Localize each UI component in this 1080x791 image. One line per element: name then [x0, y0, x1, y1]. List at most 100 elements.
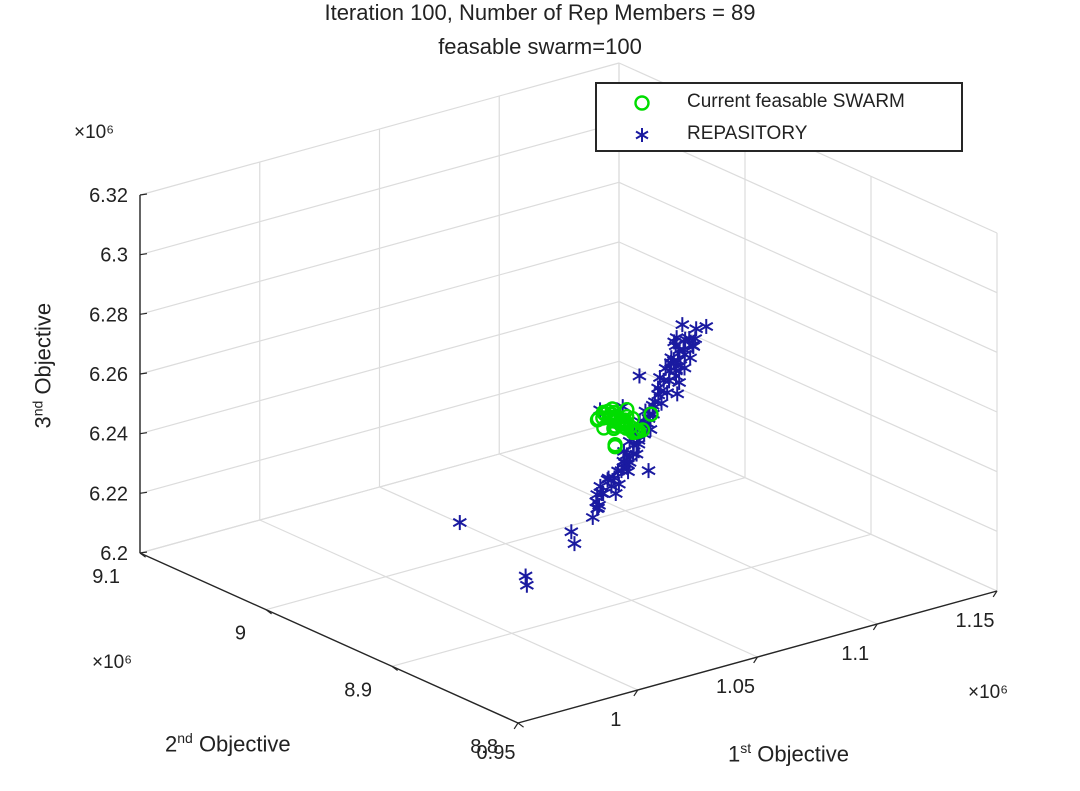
x-tick-label: 1.05 [716, 676, 755, 698]
grid-line [139, 420, 620, 554]
repository-point [686, 339, 701, 354]
y-tick [517, 722, 524, 728]
grid-line [379, 486, 758, 658]
x-tick [753, 656, 759, 664]
x-tick-label: 1.15 [956, 610, 995, 632]
grid-line [618, 181, 998, 353]
z-tick [139, 253, 148, 256]
axes-panes [140, 63, 997, 723]
z-tick [139, 551, 148, 554]
z-tick [139, 193, 148, 196]
y-tick [265, 609, 272, 615]
grid-line [139, 360, 620, 494]
circle-marker-icon [627, 90, 657, 116]
swarm-point [607, 418, 623, 434]
repository-point [641, 463, 656, 479]
repository-point [689, 321, 704, 337]
z-tick-label: 6.22 [89, 483, 128, 505]
y-tick-label: 8.8 [470, 736, 498, 758]
repository-point [611, 476, 626, 492]
repository-point [653, 383, 668, 399]
legend-entry-repository: REPASITORY [597, 120, 961, 150]
z-tick-label: 6.24 [89, 424, 128, 446]
x-tick [513, 722, 519, 730]
grid-line [139, 241, 620, 375]
repository-point [590, 487, 605, 503]
repository-point [518, 568, 533, 584]
grid-line [265, 477, 746, 611]
repository-point [591, 500, 606, 516]
repository-point [567, 536, 582, 552]
grid-line [139, 122, 620, 256]
grid-line [618, 360, 998, 532]
z-tick [139, 312, 148, 315]
repository-point [519, 577, 534, 593]
z-multiplier: ×10⁶ [74, 122, 115, 143]
repository-point [452, 515, 467, 531]
repository-point [670, 386, 685, 402]
x-tick [633, 689, 639, 697]
y-tick-label: 9 [235, 623, 246, 645]
y-axis-label: 2nd Objective [165, 730, 291, 757]
z-tick-label: 6.2 [100, 543, 128, 565]
repository-point [675, 317, 690, 333]
swarm-point [600, 403, 616, 420]
repository-point [699, 318, 714, 334]
grid-line [618, 420, 998, 592]
swarm-point [596, 420, 612, 436]
legend: Current feasable SWARM REPASITORY [595, 82, 963, 152]
chart-subtitle: feasable swarm=100 [438, 34, 642, 59]
z-axis-label: 3nd Objective [29, 302, 56, 429]
grid-line [139, 62, 620, 196]
z-tick [139, 372, 148, 375]
legend-label-swarm: Current feasable SWARM [687, 91, 905, 112]
x-tick [992, 590, 998, 598]
y-axis-line [139, 552, 519, 724]
y-tick [139, 552, 146, 558]
repository-point [664, 356, 679, 372]
x-tick [872, 623, 878, 631]
grid-line [499, 453, 878, 625]
asterisk-marker-icon [627, 122, 657, 148]
repository-point [632, 368, 647, 384]
z-tick [139, 491, 148, 494]
legend-entry-swarm: Current feasable SWARM [597, 88, 961, 118]
repository-point [647, 394, 662, 410]
repository-point [564, 524, 579, 540]
repository-point [656, 372, 671, 388]
z-tick-label: 6.28 [89, 304, 128, 326]
grid-line [391, 533, 872, 667]
chart-title: Iteration 100, Number of Rep Members = 8… [324, 0, 756, 25]
z-tick-label: 6.32 [89, 185, 128, 207]
repository-point [626, 446, 641, 462]
repository-point [593, 478, 608, 494]
repository-point [667, 334, 682, 350]
grid-line [139, 301, 620, 435]
x-tick-label: 1 [610, 709, 621, 731]
swarm-point [643, 406, 659, 422]
repository-point [608, 486, 623, 502]
y-tick-label: 9.1 [92, 566, 120, 588]
repository-point [600, 472, 615, 488]
y-multiplier: ×10⁶ [92, 652, 133, 673]
x-axis-label: 1st Objective [728, 740, 849, 767]
x-tick-label: 0.95 [477, 742, 516, 764]
repository-point [620, 456, 635, 472]
repository-point [673, 358, 688, 374]
data-marks [452, 317, 714, 593]
repository-point [677, 346, 692, 362]
z-tick-label: 6.3 [100, 245, 128, 267]
tick-labels: 0.95 1 1.05 1.1 1.15 8.8 8.9 9 9.16.2 6.22 6.24 6.2… [89, 185, 994, 764]
z-tick [139, 432, 148, 435]
grid-line [618, 241, 998, 413]
x-tick-label: 1.1 [841, 643, 869, 665]
x-multiplier: ×10⁶ [968, 682, 1009, 703]
tick-marks [139, 193, 998, 730]
grid-line [259, 519, 638, 691]
y-tick [391, 665, 398, 672]
swarm-point [607, 437, 623, 453]
y-tick-label: 8.9 [344, 679, 372, 701]
swarm-point [625, 424, 641, 441]
repository-point [668, 368, 684, 384]
